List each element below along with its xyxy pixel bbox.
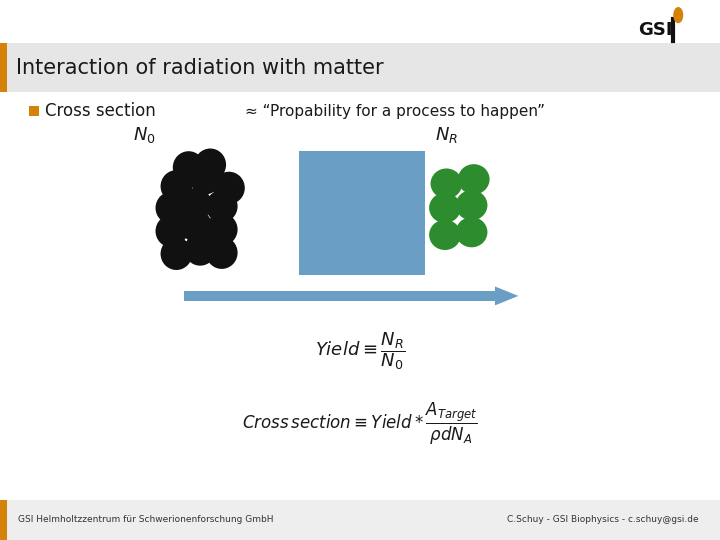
Ellipse shape (180, 188, 212, 220)
Text: GSI: GSI (638, 21, 672, 39)
Text: $\mathit{Cross\,section} \equiv \mathit{Yield} * \dfrac{A_{Target}}{\rho d N_A}$: $\mathit{Cross\,section} \equiv \mathit{… (242, 401, 478, 447)
Text: ≈ “Propability for a process to happen”: ≈ “Propability for a process to happen” (245, 104, 545, 119)
Ellipse shape (173, 151, 204, 184)
Ellipse shape (184, 233, 216, 266)
Bar (0, 500, 720, 540)
Bar (0, 500, 7, 540)
Bar (184, 291, 495, 301)
Ellipse shape (156, 215, 187, 247)
Ellipse shape (429, 193, 461, 223)
Ellipse shape (206, 237, 238, 269)
Ellipse shape (161, 238, 192, 270)
Ellipse shape (206, 190, 238, 222)
Text: $\mathit{Yield} \equiv \dfrac{N_R}{N_0}$: $\mathit{Yield} \equiv \dfrac{N_R}{N_0}$ (315, 330, 405, 372)
Text: $N_R$: $N_R$ (435, 125, 458, 145)
Bar (0, 43, 7, 92)
Ellipse shape (429, 220, 461, 250)
Text: Interaction of radiation with matter: Interaction of radiation with matter (16, 57, 384, 78)
Ellipse shape (213, 172, 245, 204)
Ellipse shape (458, 164, 490, 194)
Ellipse shape (180, 210, 212, 242)
Ellipse shape (431, 168, 462, 199)
Bar (299, 151, 425, 275)
Text: GSI Helmholtzzentrum für Schwerionenforschung GmbH: GSI Helmholtzzentrum für Schwerionenfors… (18, 515, 274, 524)
Bar (29, 106, 39, 116)
Ellipse shape (156, 192, 187, 224)
Text: Cross section: Cross section (45, 102, 156, 120)
Bar (0, 43, 720, 92)
Ellipse shape (194, 148, 226, 181)
Ellipse shape (206, 213, 238, 246)
Text: $N_0$: $N_0$ (132, 125, 156, 145)
Ellipse shape (456, 190, 487, 220)
Text: C.Schuy - GSI Biophysics - c.schuy@gsi.de: C.Schuy - GSI Biophysics - c.schuy@gsi.d… (507, 515, 698, 524)
Ellipse shape (673, 7, 683, 23)
Ellipse shape (189, 162, 221, 194)
Polygon shape (495, 286, 518, 306)
Ellipse shape (456, 217, 487, 247)
Ellipse shape (161, 170, 192, 202)
